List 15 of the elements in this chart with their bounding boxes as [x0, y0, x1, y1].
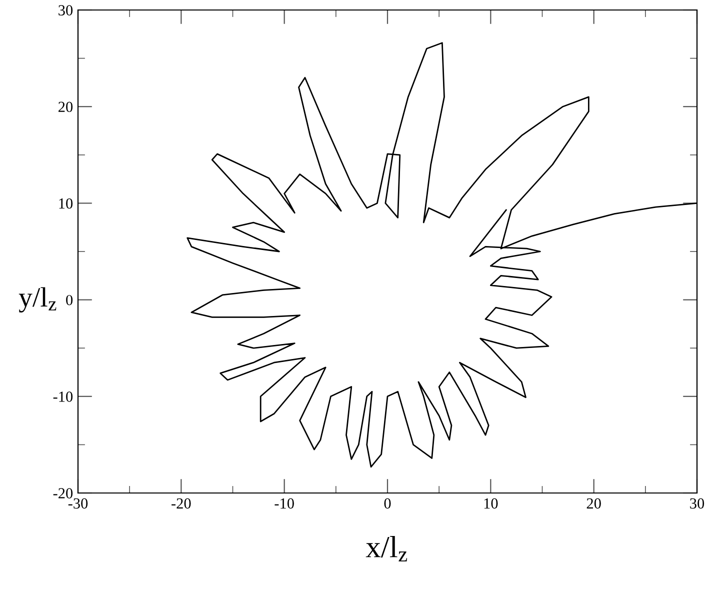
x-tick-label: 20 — [586, 498, 601, 509]
y-tick-label: 10 — [59, 198, 73, 209]
y-axis-title: y/l$_{z}$ — [18, 287, 56, 312]
y-tick-label: 20 — [58, 102, 73, 112]
x-tick-label: -30 — [68, 498, 88, 509]
y-tick-label: 0 — [66, 294, 73, 306]
x-tick-label: 0 — [384, 498, 391, 509]
x-tick-label: 10 — [484, 498, 498, 509]
x-tick-label: 30 — [690, 498, 704, 509]
y-tick-label: -20 — [53, 488, 73, 498]
y-tick-label: -10 — [53, 392, 73, 402]
x-tick-label: -20 — [172, 498, 191, 509]
x-axis-title: x/l$_{z}$ — [366, 536, 408, 562]
x-tick-label: -10 — [274, 498, 294, 509]
y-tick-label: 30 — [58, 5, 73, 16]
